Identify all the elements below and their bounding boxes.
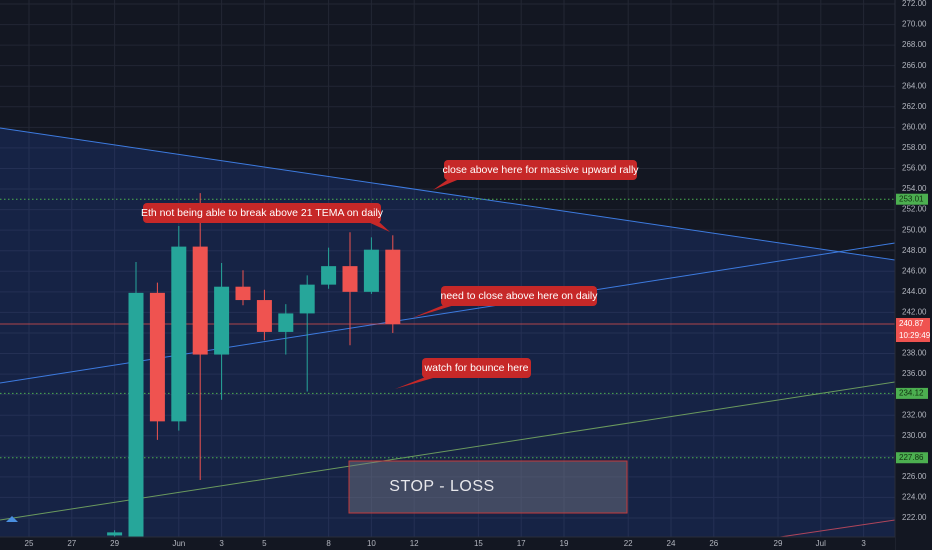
last-price-badge [896, 318, 930, 343]
time-axis [0, 537, 895, 550]
y-tick-label: 248.00 [902, 246, 927, 255]
levels [0, 198, 895, 459]
y-tick-label: 238.00 [902, 349, 927, 358]
callout-pointer [412, 304, 458, 318]
x-tick-label: 10 [367, 539, 376, 548]
x-tick-label: 3 [219, 539, 224, 548]
y-tick-label: 232.00 [902, 410, 927, 419]
grid [0, 0, 895, 537]
y-tick-label: 260.00 [902, 122, 927, 131]
candle-body [385, 249, 401, 325]
candle-body [192, 246, 208, 355]
trend-line [0, 127, 895, 261]
y-tick-label: 226.00 [902, 472, 927, 481]
x-tick-label: 26 [709, 539, 718, 548]
y-tick-label: 236.00 [902, 369, 927, 378]
x-tick-label: 12 [410, 539, 419, 548]
trend-line [779, 519, 895, 537]
x-tick-label: 29 [774, 539, 783, 548]
axis-labels: 222.00224.00226.00228.00230.00232.00234.… [25, 0, 931, 548]
y-tick-label: 258.00 [902, 143, 927, 152]
callout-pointer [433, 178, 462, 190]
stop-loss-label: STOP - LOSS [389, 478, 494, 495]
y-tick-label: 252.00 [902, 205, 927, 214]
x-tick-label: 22 [624, 539, 633, 548]
callout-text: close above here for massive upward rall… [442, 164, 639, 176]
y-tick-label: 250.00 [902, 225, 927, 234]
x-tick-label: 17 [517, 539, 526, 548]
y-tick-label: 230.00 [902, 431, 927, 440]
candle-body [299, 284, 315, 314]
callout-box [422, 358, 531, 378]
callout-text: Eth not being able to break above 21 TEM… [141, 207, 384, 219]
candle-body [107, 532, 123, 536]
y-tick-label: 272.00 [902, 0, 927, 8]
stop-loss-box [348, 460, 628, 514]
candle-body [363, 249, 379, 292]
y-tick-label: 242.00 [902, 308, 927, 317]
level-label: 234.12 [899, 389, 924, 398]
y-tick-label: 222.00 [902, 513, 927, 522]
callout-box [143, 203, 381, 223]
callout-box [444, 160, 637, 180]
y-tick-label: 244.00 [902, 287, 927, 296]
y-tick-label: 266.00 [902, 61, 927, 70]
level-label: 227.86 [899, 453, 924, 462]
candle-body [171, 246, 187, 422]
drawings: STOP - LOSS [0, 127, 895, 537]
x-tick-label: 29 [110, 539, 119, 548]
x-tick-label: 15 [474, 539, 483, 548]
x-tick-label: Jul [816, 539, 826, 548]
level-badge [896, 452, 928, 464]
callout-text: need to close above here on daily [440, 290, 598, 302]
annotations: close above here for massive upward rall… [141, 160, 639, 389]
x-tick-label: 27 [67, 539, 76, 548]
y-tick-label: 254.00 [902, 184, 927, 193]
x-tick-label: 8 [326, 539, 331, 548]
level-label: 253.01 [899, 194, 924, 203]
y-tick-label: 224.00 [902, 493, 927, 502]
candle-body [256, 300, 272, 332]
x-tick-label: 25 [25, 539, 34, 548]
callout-pointer [366, 221, 390, 232]
x-tick-label: 24 [667, 539, 676, 548]
x-tick-label: 3 [861, 539, 866, 548]
y-tick-label: 268.00 [902, 40, 927, 49]
y-tick-label: 264.00 [902, 81, 927, 90]
callout-box [441, 286, 597, 306]
trend-line [0, 381, 895, 521]
y-tick-label: 262.00 [902, 102, 927, 111]
x-tick-label: 5 [262, 539, 267, 548]
candle-body [214, 286, 230, 355]
candles [107, 193, 401, 537]
y-tick-label: 256.00 [902, 164, 927, 173]
callout-pointer [395, 376, 440, 389]
logo-icon [6, 516, 18, 522]
last-price-label: 240.87 [899, 319, 924, 328]
candle-body [149, 292, 165, 422]
x-tick-label: 19 [560, 539, 569, 548]
countdown-label: 10:29:49 [899, 331, 931, 340]
candle-body [321, 266, 337, 285]
y-tick-label: 246.00 [902, 266, 927, 275]
level-badge [896, 387, 928, 399]
callout-text: watch for bounce here [424, 362, 529, 374]
candle-body [342, 266, 358, 292]
x-tick-label: Jun [172, 539, 185, 548]
y-tick-label: 270.00 [902, 20, 927, 29]
level-badge [896, 193, 928, 205]
candle-body [128, 292, 144, 537]
candle-body [235, 286, 251, 301]
channel-fill [0, 128, 895, 537]
trend-line [0, 242, 895, 384]
candle-body [278, 313, 294, 332]
